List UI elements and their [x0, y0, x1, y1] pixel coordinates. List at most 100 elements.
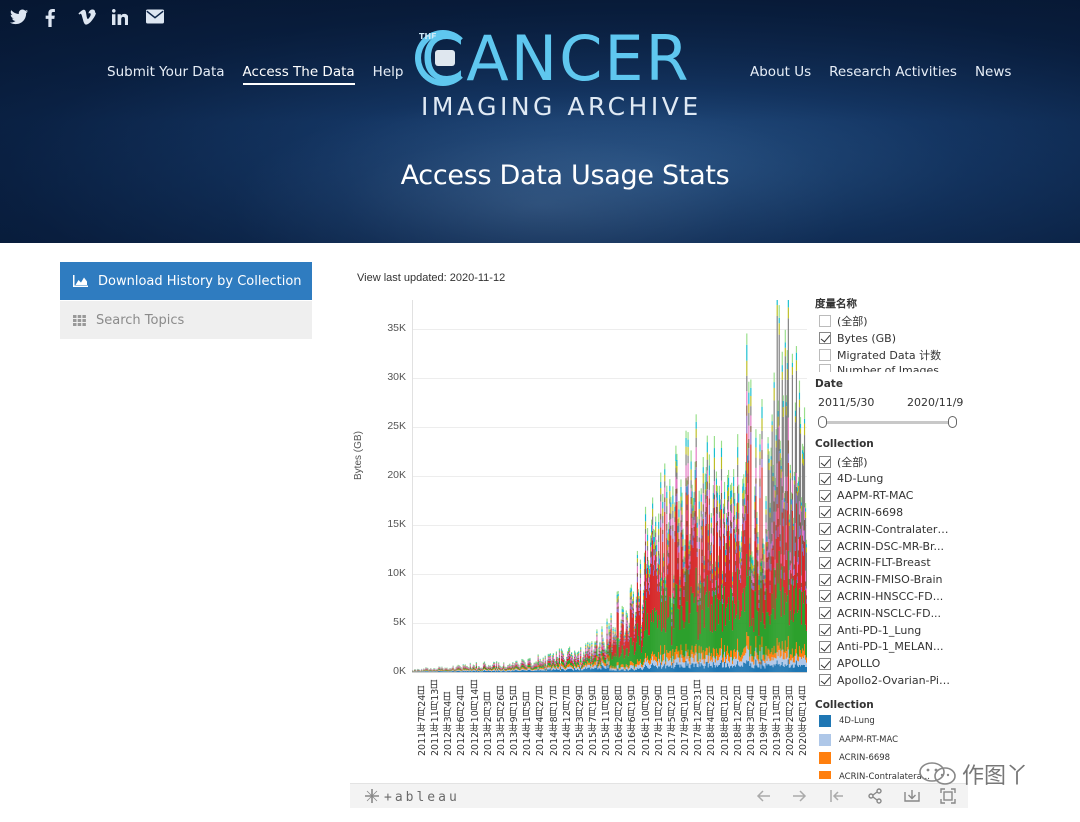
- collection-option[interactable]: ACRIN-FMISO-Brain: [819, 572, 943, 588]
- bar-segment[interactable]: [570, 654, 572, 655]
- stacked-bar-chart[interactable]: [412, 300, 807, 673]
- bar-segment[interactable]: [573, 660, 575, 662]
- bar-segment[interactable]: [656, 544, 658, 552]
- bar-segment[interactable]: [605, 650, 607, 652]
- bar-segment[interactable]: [805, 588, 807, 596]
- bar-segment[interactable]: [531, 670, 533, 672]
- bar-segment[interactable]: [750, 415, 752, 426]
- bar-segment[interactable]: [746, 553, 748, 633]
- bar-segment[interactable]: [777, 508, 779, 519]
- bar-segment[interactable]: [488, 668, 491, 670]
- bar-segment[interactable]: [551, 657, 553, 659]
- bar-segment[interactable]: [664, 481, 666, 488]
- bar-segment[interactable]: [685, 492, 687, 569]
- bar-segment[interactable]: [524, 665, 526, 666]
- bar-segment[interactable]: [624, 667, 626, 670]
- bar-segment[interactable]: [475, 670, 477, 672]
- bar-segment[interactable]: [716, 653, 719, 661]
- bar-segment[interactable]: [693, 603, 695, 654]
- bar-segment[interactable]: [647, 585, 650, 592]
- bar-segment[interactable]: [786, 476, 788, 492]
- bar-segment[interactable]: [736, 664, 738, 672]
- bar-segment[interactable]: [608, 629, 610, 633]
- bar-segment[interactable]: [778, 334, 780, 426]
- bar-segment[interactable]: [600, 660, 602, 663]
- bar-segment[interactable]: [568, 649, 571, 651]
- bar-segment[interactable]: [580, 653, 582, 655]
- bar-segment[interactable]: [670, 658, 672, 666]
- bar-segment[interactable]: [514, 669, 516, 671]
- bar-segment[interactable]: [674, 666, 676, 672]
- bar-segment[interactable]: [494, 669, 496, 671]
- bar-segment[interactable]: [716, 506, 719, 515]
- bar-segment[interactable]: [803, 655, 806, 665]
- bar-segment[interactable]: [691, 498, 693, 509]
- bar-segment[interactable]: [610, 617, 612, 620]
- bar-segment[interactable]: [577, 657, 579, 659]
- bar-segment[interactable]: [768, 462, 770, 471]
- bar-segment[interactable]: [653, 575, 655, 623]
- bar-segment[interactable]: [735, 618, 737, 652]
- bar-segment[interactable]: [563, 661, 566, 664]
- bar-segment[interactable]: [629, 603, 631, 606]
- bar-segment[interactable]: [664, 511, 666, 578]
- bar-segment[interactable]: [726, 474, 729, 485]
- bar-segment[interactable]: [579, 660, 581, 662]
- bar-segment[interactable]: [572, 655, 574, 656]
- bar-segment[interactable]: [549, 656, 551, 660]
- bar-segment[interactable]: [783, 502, 785, 509]
- bar-segment[interactable]: [577, 655, 579, 657]
- bar-segment[interactable]: [636, 582, 639, 624]
- bar-segment[interactable]: [574, 653, 576, 655]
- bar-segment[interactable]: [587, 647, 589, 652]
- bar-segment[interactable]: [661, 601, 663, 632]
- bar-segment[interactable]: [703, 586, 705, 628]
- bar-segment[interactable]: [785, 550, 787, 560]
- bar-segment[interactable]: [598, 656, 600, 660]
- bar-segment[interactable]: [620, 667, 622, 670]
- bar-segment[interactable]: [617, 606, 619, 609]
- bar-segment[interactable]: [737, 447, 739, 458]
- bar-segment[interactable]: [605, 652, 607, 654]
- bar-segment[interactable]: [459, 668, 461, 670]
- bar-segment[interactable]: [737, 502, 739, 569]
- bar-segment[interactable]: [591, 647, 593, 651]
- bar-segment[interactable]: [710, 545, 712, 553]
- bar-segment[interactable]: [548, 654, 550, 655]
- bar-segment[interactable]: [586, 651, 588, 653]
- bar-segment[interactable]: [555, 668, 557, 672]
- bar-segment[interactable]: [707, 562, 709, 571]
- bar-segment[interactable]: [660, 662, 662, 672]
- bar-segment[interactable]: [752, 576, 754, 583]
- bar-segment[interactable]: [733, 650, 735, 659]
- bar-segment[interactable]: [702, 650, 704, 660]
- bar-segment[interactable]: [756, 538, 758, 548]
- bar-segment[interactable]: [718, 511, 721, 518]
- bar-segment[interactable]: [605, 655, 607, 657]
- bar-segment[interactable]: [694, 655, 696, 664]
- bar-segment[interactable]: [474, 670, 476, 672]
- bar-segment[interactable]: [742, 658, 744, 667]
- measure-option-all[interactable]: (全部): [819, 313, 868, 329]
- bar-segment[interactable]: [663, 557, 665, 561]
- bar-segment[interactable]: [696, 653, 698, 662]
- bar-segment[interactable]: [707, 542, 709, 551]
- bar-segment[interactable]: [651, 532, 653, 538]
- bar-segment[interactable]: [741, 552, 743, 559]
- bar-segment[interactable]: [795, 579, 798, 643]
- bar-segment[interactable]: [558, 669, 561, 672]
- bar-segment[interactable]: [649, 660, 651, 665]
- bar-segment[interactable]: [598, 650, 600, 652]
- bar-segment[interactable]: [572, 656, 574, 658]
- bar-segment[interactable]: [595, 661, 597, 666]
- bar-segment[interactable]: [636, 659, 639, 665]
- bar-segment[interactable]: [700, 653, 702, 664]
- bar-segment[interactable]: [775, 538, 777, 599]
- bar-segment[interactable]: [528, 659, 530, 660]
- bar-segment[interactable]: [747, 576, 749, 637]
- bar-segment[interactable]: [567, 656, 570, 658]
- bar-segment[interactable]: [717, 567, 720, 574]
- bar-segment[interactable]: [634, 651, 636, 665]
- bar-segment[interactable]: [710, 653, 712, 660]
- bar-segment[interactable]: [642, 606, 645, 610]
